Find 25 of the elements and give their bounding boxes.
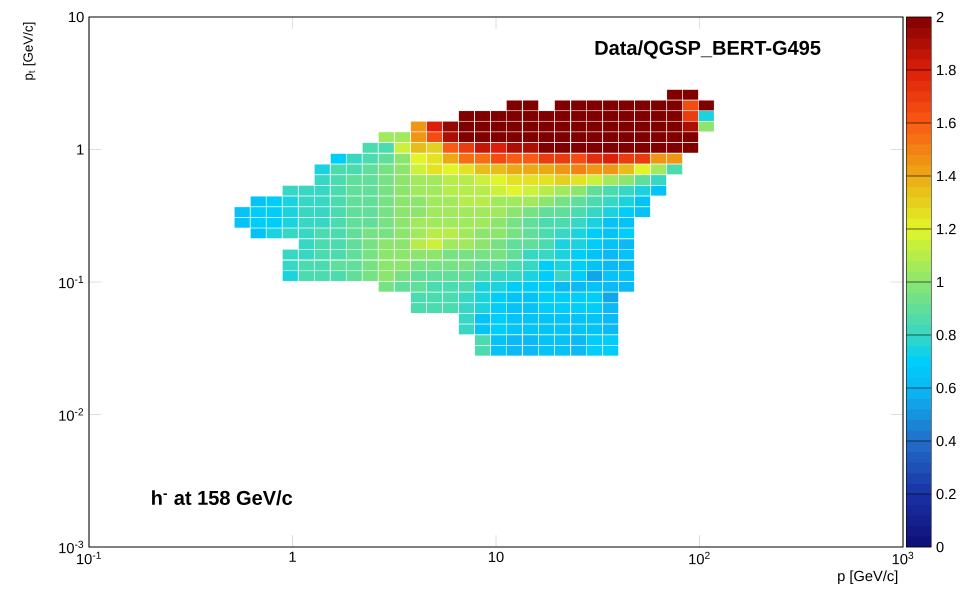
color-bar-label: 0.2 (936, 488, 956, 500)
x-tick-label: 10$^{2}$ (689, 552, 710, 564)
y-tick-label: 10$^{-2}$ (59, 408, 84, 421)
y-tick-label: 1 (77, 144, 84, 155)
annotation: h$^{-}$ at 158 GeV/c (152, 490, 292, 506)
color-bar-label: 1.6 (937, 118, 956, 128)
color-bar-label: 2 (936, 12, 944, 22)
x-tick-label: 10$^{-1}$ (77, 552, 101, 564)
y-tick-label: 10$^{-3}$ (59, 540, 84, 554)
text: Data/QGSP_BERT-G495 (596, 40, 820, 59)
y-tick-label: 10$^{-1}$ (59, 276, 84, 288)
color-bar-label: 1.4 (937, 170, 956, 182)
x-axis-title: p [GeV/c] (838, 570, 898, 584)
color-bar-label: 1.8 (937, 64, 956, 76)
color-bar-label: 1 (937, 276, 944, 288)
color-bar-label: 0 (936, 542, 944, 552)
color-bar-label: 1.2 (937, 224, 956, 234)
color-bar-label: 0.8 (936, 330, 956, 340)
x-tick-label: 1 (290, 552, 296, 562)
y-axis-title: p$_{t}$ [GeV/c] (23, 22, 36, 80)
color-bar-label: 0.6 (936, 382, 956, 394)
x-tick-label: 10$^{3}$ (892, 552, 914, 564)
y-tick-label: 10 (69, 12, 84, 22)
x-tick-label: 10 (488, 552, 504, 562)
color-bar-label: 0.4 (936, 436, 956, 446)
